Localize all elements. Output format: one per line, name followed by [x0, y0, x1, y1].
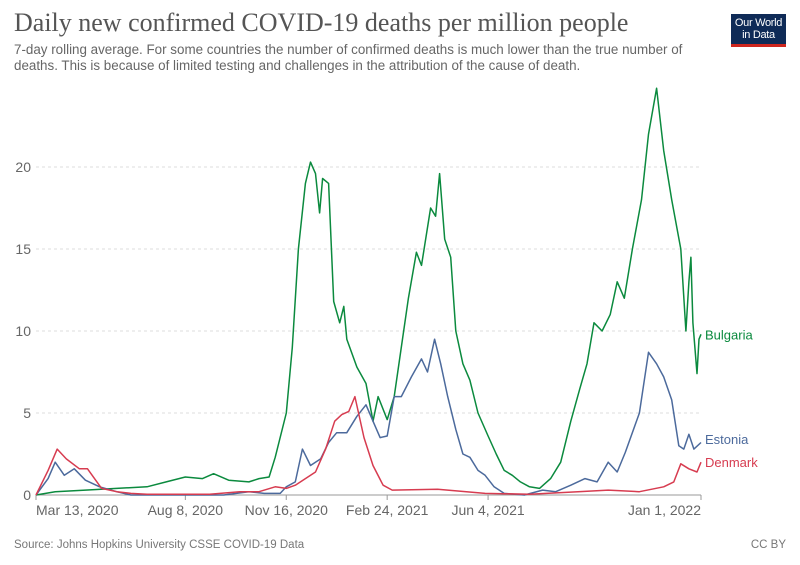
- x-tick-label: Jan 1, 2022: [628, 502, 701, 518]
- line-chart: 0 5 10 15 20 Mar 13, 2020 Aug 8, 2020 Nov 16, 2…: [15, 87, 758, 518]
- x-tick-label: Mar 13, 2020: [36, 502, 119, 518]
- series-label-denmark: Denmark: [705, 455, 758, 470]
- source-note[interactable]: Source: Johns Hopkins University CSSE CO…: [14, 539, 305, 551]
- series-line-bulgaria: [35, 87, 702, 496]
- x-tick-label: Jun 4, 2021: [451, 502, 524, 518]
- x-tick-label: Aug 8, 2020: [148, 502, 224, 518]
- y-tick-label: 10: [15, 323, 31, 339]
- series-label-estonia: Estonia: [705, 432, 749, 447]
- y-tick-label: 0: [23, 487, 31, 503]
- series-line-estonia: [35, 338, 702, 496]
- owid-logo[interactable]: Our World in Data: [731, 14, 786, 47]
- chart-subtitle: 7-day rolling average. For some countrie…: [14, 42, 683, 73]
- series-label-bulgaria: Bulgaria: [705, 327, 753, 342]
- y-tick-label: 5: [23, 405, 31, 421]
- series-line-denmark: [35, 395, 702, 496]
- x-tick-label: Nov 16, 2020: [245, 502, 328, 518]
- license-link[interactable]: CC BY: [750, 539, 786, 551]
- y-tick-label: 15: [15, 241, 31, 257]
- y-tick-label: 20: [15, 159, 31, 175]
- chart-title: Daily new confirmed COVID-19 deaths per …: [14, 8, 629, 37]
- x-tick-label: Feb 24, 2021: [346, 502, 429, 518]
